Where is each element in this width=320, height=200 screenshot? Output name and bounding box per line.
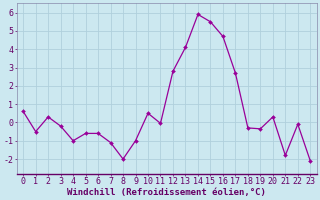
X-axis label: Windchill (Refroidissement éolien,°C): Windchill (Refroidissement éolien,°C) (67, 188, 266, 197)
